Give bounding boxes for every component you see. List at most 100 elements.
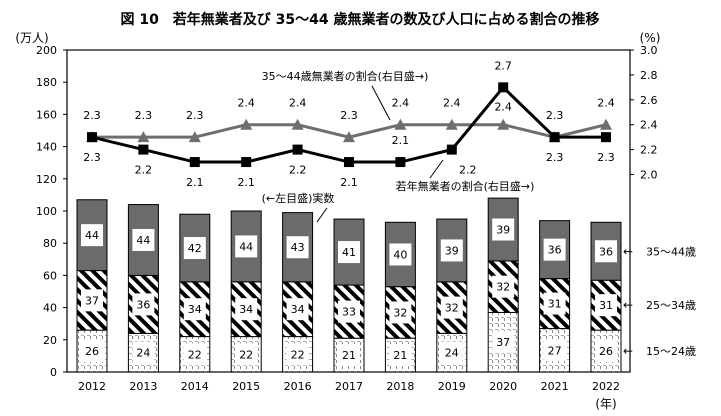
left-tick-label: 80 bbox=[43, 237, 57, 250]
square-marker bbox=[344, 157, 354, 168]
x-tick-label: 2017 bbox=[335, 380, 363, 393]
series-legend-label: 15～24歳 bbox=[646, 345, 696, 358]
line-data-label: 2.4 bbox=[392, 97, 410, 110]
data-label: 39 bbox=[496, 224, 510, 237]
x-tick-label: 2020 bbox=[489, 380, 517, 393]
legend-arrow-icon bbox=[316, 207, 328, 223]
square-marker bbox=[498, 82, 509, 93]
data-label: 24 bbox=[445, 347, 459, 360]
data-label: 26 bbox=[599, 345, 613, 358]
line-data-label: 2.2 bbox=[459, 164, 477, 177]
series-arrow-icon: ← bbox=[623, 298, 633, 312]
data-label-box bbox=[492, 218, 515, 241]
right-tick-label: 3.0 bbox=[640, 44, 658, 57]
data-label-box bbox=[235, 235, 258, 258]
left-tick-label: 20 bbox=[43, 334, 57, 347]
data-label-box bbox=[132, 228, 155, 251]
left-tick-label: 180 bbox=[36, 76, 57, 89]
x-tick-label: 2019 bbox=[438, 380, 466, 393]
data-label-box bbox=[235, 343, 258, 366]
x-tick-label: 2022 bbox=[592, 380, 620, 393]
data-label-box bbox=[595, 294, 617, 317]
data-label: 22 bbox=[291, 348, 305, 361]
data-label-box bbox=[338, 300, 360, 323]
data-label: 34 bbox=[188, 303, 202, 316]
x-axis-unit: (年) bbox=[595, 397, 616, 411]
bar-legend-label: (←左目盛)実数 bbox=[262, 191, 335, 205]
data-label-box bbox=[183, 298, 206, 321]
right-tick-label: 2.6 bbox=[640, 94, 658, 107]
left-tick-label: 100 bbox=[36, 205, 57, 218]
triangle-marker bbox=[394, 118, 407, 130]
legend-arrow-icon bbox=[371, 85, 391, 121]
triangle-marker bbox=[343, 131, 355, 143]
data-label: 37 bbox=[85, 294, 99, 307]
triangle-marker bbox=[291, 118, 304, 130]
data-label-box bbox=[132, 293, 155, 316]
left-axis-unit: (万人) bbox=[15, 31, 48, 45]
line-data-label: 2.4 bbox=[289, 97, 307, 110]
square-marker bbox=[446, 144, 457, 155]
line-data-label: 2.1 bbox=[340, 176, 358, 189]
data-label: 31 bbox=[548, 298, 562, 311]
data-label: 36 bbox=[599, 245, 613, 258]
data-label: 32 bbox=[445, 302, 459, 315]
data-label-box bbox=[338, 241, 360, 264]
data-label-box bbox=[183, 343, 206, 366]
data-label: 34 bbox=[239, 303, 253, 316]
data-label-box bbox=[543, 292, 566, 315]
data-label: 39 bbox=[445, 244, 459, 257]
triangle-marker bbox=[600, 118, 612, 130]
series-legend-label: 35～44歳 bbox=[646, 245, 696, 258]
data-label-box bbox=[183, 237, 206, 260]
data-label-box bbox=[286, 236, 309, 259]
line-legend-label: 35～44歳無業者の割合(右目盛→) bbox=[262, 69, 429, 83]
line-data-label: 2.4 bbox=[443, 97, 461, 110]
data-label-box bbox=[595, 340, 617, 363]
data-label: 36 bbox=[136, 298, 150, 311]
series-arrow-icon: ← bbox=[623, 244, 633, 258]
right-tick-label: 2.0 bbox=[640, 169, 658, 182]
square-marker bbox=[189, 157, 200, 168]
line-data-label: 2.3 bbox=[83, 109, 101, 122]
line-data-label: 2.3 bbox=[597, 151, 615, 164]
triangle-marker bbox=[240, 118, 253, 130]
data-label: 32 bbox=[496, 281, 510, 294]
data-label: 26 bbox=[85, 345, 99, 358]
line-data-label: 2.3 bbox=[135, 109, 153, 122]
line-data-label: 2.1 bbox=[392, 134, 410, 147]
left-tick-label: 120 bbox=[36, 173, 57, 186]
data-label: 34 bbox=[291, 303, 305, 316]
data-label: 33 bbox=[342, 306, 356, 319]
left-tick-label: 160 bbox=[36, 108, 57, 121]
right-tick-label: 2.2 bbox=[640, 144, 658, 157]
square-marker bbox=[549, 132, 560, 143]
data-label-box bbox=[492, 331, 515, 354]
x-tick-label: 2014 bbox=[181, 380, 209, 393]
left-tick-label: 60 bbox=[43, 269, 57, 282]
data-label: 22 bbox=[188, 348, 202, 361]
data-label-box bbox=[440, 296, 463, 319]
data-label-box bbox=[81, 340, 103, 363]
data-label-box bbox=[389, 301, 412, 324]
line-series bbox=[91, 85, 606, 164]
triangle-marker bbox=[445, 118, 458, 130]
left-tick-label: 40 bbox=[43, 302, 57, 315]
line-legend-label: 若年無業者の割合(右目盛→) bbox=[396, 179, 535, 193]
triangle-marker bbox=[497, 118, 510, 130]
left-tick-label: 0 bbox=[50, 366, 57, 379]
x-tick-label: 2021 bbox=[541, 380, 569, 393]
line-data-label: 2.1 bbox=[237, 176, 255, 189]
data-label: 27 bbox=[548, 344, 562, 357]
data-label: 21 bbox=[342, 349, 356, 362]
legend-arrow-icon bbox=[429, 159, 444, 179]
line-data-label: 2.3 bbox=[340, 109, 358, 122]
square-marker bbox=[395, 157, 406, 168]
data-label: 42 bbox=[188, 242, 202, 255]
line-data-label: 2.4 bbox=[494, 101, 512, 114]
triangle-marker bbox=[137, 131, 150, 143]
data-label-box bbox=[492, 275, 515, 298]
series-arrow-icon: ← bbox=[623, 344, 633, 358]
